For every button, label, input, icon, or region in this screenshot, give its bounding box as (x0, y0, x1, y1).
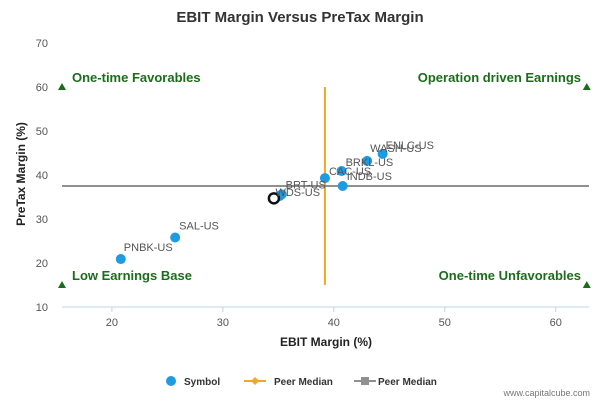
quadrant-markers (58, 83, 591, 288)
y-tick-label: 60 (36, 82, 48, 94)
legend-item-symbol[interactable]: Symbol (166, 376, 220, 388)
legend-symbol-label: Symbol (184, 377, 220, 388)
chart-title: EBIT Margin Versus PreTax Margin (176, 9, 423, 26)
x-tick-label: 60 (550, 317, 562, 329)
data-point-label: WDS-US (275, 187, 320, 199)
data-point-label: WASH-US (370, 143, 422, 155)
data-points (115, 148, 388, 265)
quadrant-triangle-marker (58, 83, 66, 90)
data-point-pnbk-us[interactable] (115, 254, 126, 265)
data-point-label: BRT-US (286, 179, 326, 191)
data-point-sal-us[interactable] (170, 232, 181, 243)
data-point-label: PNBK-US (124, 242, 173, 254)
y-tick-label: 70 (36, 38, 48, 50)
x-tick-label: 20 (106, 317, 118, 329)
y-axis-title: PreTax Margin (%) (14, 122, 28, 226)
data-point-label: INDB-US (347, 171, 392, 183)
legend-item-peer-median-y[interactable]: Peer Median (354, 377, 437, 388)
y-tick-label: 40 (36, 170, 48, 182)
y-axis-ticks: 10 20 30 40 50 60 70 (36, 38, 48, 314)
quadrant-triangle-marker (58, 281, 66, 288)
quadrant-label-top-left: One-time Favorables (72, 70, 201, 85)
y-tick-label: 10 (36, 302, 48, 314)
y-tick-label: 50 (36, 126, 48, 138)
legend: Symbol Peer Median Peer Median (166, 376, 437, 388)
data-point-label: SAL-US (179, 220, 219, 232)
quadrant-label-bottom-left: Low Earnings Base (72, 268, 192, 283)
legend-item-peer-median-x[interactable]: Peer Median (244, 377, 333, 388)
data-point-wash-us[interactable] (362, 155, 373, 166)
x-tick-label: 50 (439, 317, 451, 329)
legend-peer-median-x-label: Peer Median (274, 377, 333, 388)
legend-peer-median-y-marker (361, 377, 369, 385)
data-point-indb-us[interactable] (337, 181, 348, 191)
quadrant-label-bottom-right: One-time Unfavorables (439, 268, 581, 283)
y-tick-label: 30 (36, 214, 48, 226)
quadrant-triangle-marker (582, 281, 591, 288)
data-point-label: CAC-US (329, 166, 371, 178)
x-axis-ticks: 20 30 40 50 60 (106, 307, 562, 329)
legend-peer-median-y-label: Peer Median (378, 377, 437, 388)
data-point-cac-us[interactable] (319, 173, 330, 184)
x-tick-label: 40 (328, 317, 340, 329)
y-tick-label: 20 (36, 258, 48, 270)
credit-text: www.capitalcube.com (502, 388, 590, 398)
data-point-label: BRKL-US (346, 157, 394, 169)
legend-peer-median-x-marker (251, 377, 259, 385)
quadrant-triangle-marker (582, 83, 591, 90)
x-axis-title: EBIT Margin (%) (280, 335, 372, 349)
highlighted-company-point[interactable] (267, 192, 281, 205)
quadrant-label-top-right: Operation driven Earnings (418, 70, 581, 85)
legend-symbol-marker (166, 376, 176, 386)
x-tick-label: 30 (217, 317, 229, 329)
data-point-enlc-us[interactable] (377, 148, 388, 159)
data-point-label: ENLC-US (386, 140, 434, 152)
data-point-brkl-us[interactable] (336, 166, 347, 177)
